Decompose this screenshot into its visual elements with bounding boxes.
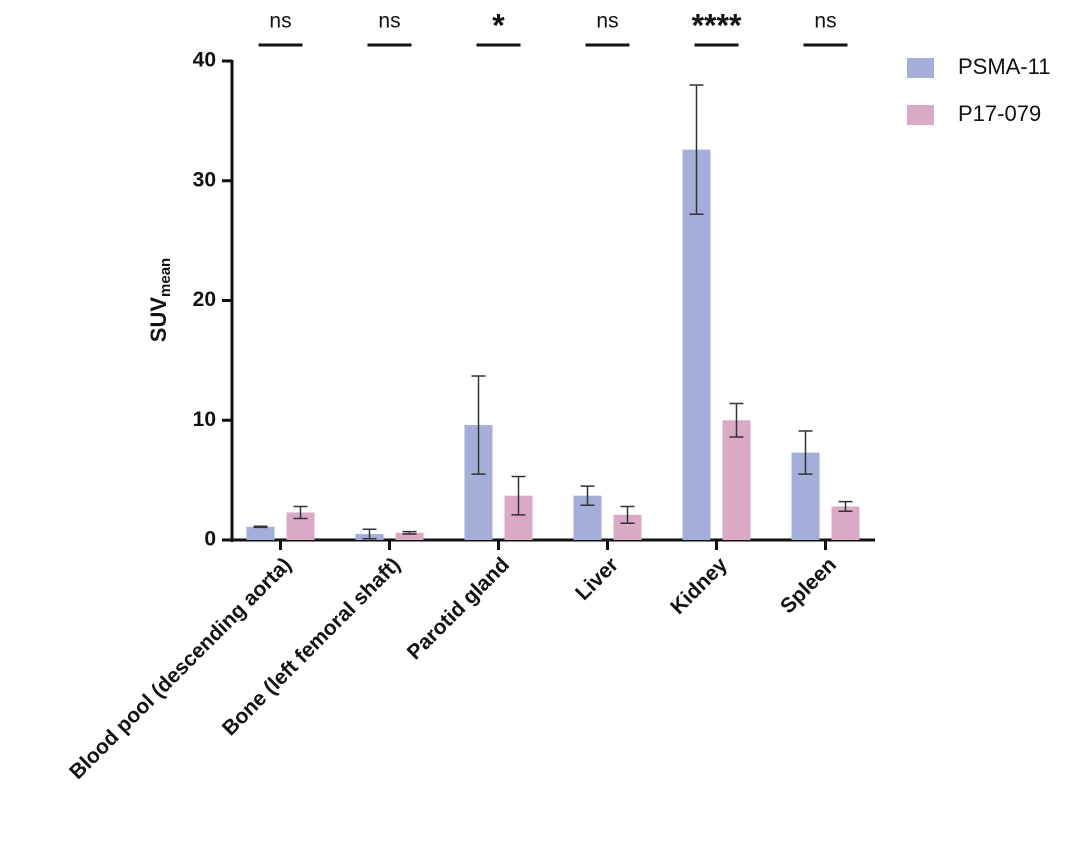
error-bar (402, 530, 417, 535)
legend-label: P17-079 (958, 101, 1041, 126)
x-tick-label: Kidney (666, 553, 732, 619)
error-bar (689, 84, 704, 216)
significance-label: ns (596, 10, 618, 33)
y-axis-label: SUVmean (146, 258, 174, 342)
bar (722, 420, 751, 540)
legend-swatch (907, 58, 934, 78)
error-bar (729, 402, 744, 438)
legend-label: PSMA-11 (958, 54, 1051, 79)
y-tick-label: 10 (193, 408, 216, 431)
error-bar (362, 528, 377, 540)
y-label-main: SUV (146, 297, 171, 343)
significance-label: ns (814, 10, 836, 33)
bar (246, 526, 275, 540)
significance-label: * (492, 7, 505, 43)
error-bar (798, 430, 813, 475)
y-label-subscript: mean (157, 258, 174, 297)
x-tick-label: Parotid gland (403, 553, 514, 664)
error-bar (253, 525, 268, 529)
y-tick-label: 40 (193, 49, 216, 72)
y-tick-label: 30 (193, 168, 216, 191)
significance-label: ns (378, 10, 400, 33)
x-tick-label: Liver (571, 553, 623, 605)
error-bar (471, 375, 486, 475)
y-tick-label: 0 (204, 528, 216, 551)
bar (831, 506, 860, 540)
y-tick-label: 20 (193, 288, 216, 311)
error-bar (620, 505, 635, 524)
significance-label: ns (269, 10, 291, 33)
error-bar (511, 475, 526, 516)
error-bar (293, 505, 308, 520)
error-bar (838, 500, 853, 513)
legend-swatch (907, 105, 934, 125)
significance-label: **** (692, 7, 742, 43)
x-tick-label: Spleen (776, 553, 841, 618)
bar (395, 532, 424, 540)
error-bar (580, 485, 595, 507)
x-tick-label: Bone (left femoral shaft) (218, 553, 405, 740)
x-tick-label: Blood pool (descending aorta) (65, 553, 296, 784)
